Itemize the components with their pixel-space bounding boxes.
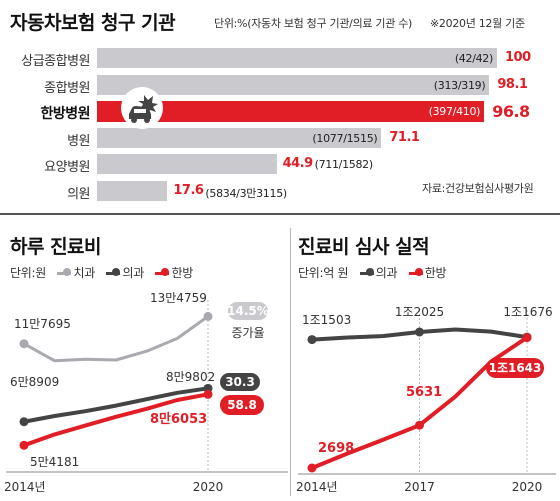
bar-category-label: 종합병원: [44, 80, 90, 96]
rate-label: 증가율: [231, 326, 264, 340]
car-crash-icon: [120, 86, 164, 130]
legend-korean: 한방: [171, 266, 193, 280]
r-legend-korean-dot: [414, 268, 423, 276]
r-legend-medical-dot: [365, 268, 374, 276]
series-point: [415, 420, 424, 430]
left-chart-title: 하루 진료비: [10, 236, 102, 258]
section-divider: [0, 213, 560, 215]
rate-korean: 58.8: [227, 398, 257, 412]
label-medical-end: 1조1676: [503, 305, 552, 319]
x-tick-label: 2020: [193, 480, 224, 494]
bar-category-label: 상급종합병원: [21, 54, 90, 69]
bar: [97, 48, 497, 68]
label-korean-start: 2698: [318, 441, 354, 456]
source-note: 자료:건강보험심사평가원: [422, 182, 534, 195]
bar-category-label: 의원: [67, 186, 90, 202]
rate-dental-bg: [228, 302, 268, 320]
series-line-한방: [23, 392, 209, 448]
label-korean-end: 1조1643: [489, 361, 542, 375]
series-line-치과: [23, 315, 209, 363]
bar-category-label: 요양병원: [44, 160, 90, 175]
r-legend-korean: 한방: [424, 266, 447, 280]
legend-korean-dot: [161, 268, 170, 276]
vertical-divider: [290, 228, 291, 496]
bar-count-label: (42/42): [454, 52, 493, 65]
bar-category-label: 한방병원: [40, 106, 90, 122]
label-medical-end: 8만9802: [166, 370, 215, 384]
label-medical-start: 6만8909: [10, 375, 59, 389]
right-legend: 단위:억 원 의과 한방: [298, 264, 447, 281]
series-point: [522, 333, 532, 343]
series-end-point: [203, 311, 213, 321]
bar-category-label: 병원: [67, 133, 90, 149]
bar: [97, 101, 485, 122]
legend-dental: 치과: [73, 266, 95, 280]
series-point: [307, 463, 317, 473]
bar: [97, 154, 277, 174]
bar-count-label: (711/1582): [314, 158, 374, 171]
label-dental-end: 13만4759: [150, 291, 207, 305]
label-medical-start: 1조1503: [302, 313, 351, 327]
unit-note: 단위:%(자동차 보험 청구 기관/의료 기관 수): [214, 17, 413, 30]
legend-medical-dot: [112, 268, 121, 276]
label-korean-end: 8만6053: [150, 411, 207, 427]
series-start-point: [19, 417, 29, 427]
label-medical-mid: 1조2025: [395, 305, 444, 319]
x-tick-label: 2014년: [4, 480, 46, 494]
bar-count-label: (313/319): [433, 78, 486, 92]
bar-value-label: 98.1: [497, 76, 528, 92]
legend-dental-dot: [63, 268, 72, 276]
left-unit: 단위:원: [10, 266, 46, 280]
bar-value-label: 100: [505, 50, 531, 65]
series-start-point: [19, 440, 29, 450]
bar: [97, 180, 168, 201]
daily-cost-line-chart: 11만7695 13만4759 6만8909 8만9802 5만4181 8만6053 14…: [4, 291, 288, 494]
rate-korean-bg: [220, 395, 264, 415]
rate-medical-bg: [220, 373, 260, 391]
label-dental-start: 11만7695: [14, 317, 71, 331]
bar-value-label: 96.8: [492, 102, 530, 121]
x-tick-label: 2017: [404, 480, 435, 494]
bar-value-label: 44.9: [282, 156, 314, 171]
series-end-point: [203, 389, 213, 399]
top-chart-title: 자동차보험 청구 기관: [10, 12, 176, 34]
rate-medical: 30.3: [225, 375, 255, 389]
x-tick-label: 2020: [512, 480, 543, 494]
series-point: [307, 335, 317, 345]
label-korean-start: 5만4181: [30, 455, 79, 469]
bar-count-label: (5834/3만3115): [205, 186, 287, 200]
rate-dental: 14.5%: [227, 304, 269, 318]
label-korean-end-bg: [486, 358, 544, 378]
bar-count-label: (397/410): [428, 105, 481, 118]
bar-value-label: 17.6: [173, 182, 204, 198]
x-tick-label: 2014년: [296, 480, 338, 494]
date-note: ※2020년 12월 기준: [430, 17, 525, 30]
bar: [97, 74, 490, 95]
right-unit: 단위:억 원: [298, 266, 349, 280]
label-korean-mid: 5631: [406, 385, 442, 400]
bar-count-label: (1077/1515): [312, 131, 378, 145]
series-point: [415, 327, 424, 337]
left-legend: 단위:원 치과 의과 한방: [10, 264, 193, 281]
legend-medical: 의과: [122, 266, 144, 280]
series-start-point: [19, 339, 29, 349]
bar-value-label: 71.1: [389, 129, 420, 145]
bar: [97, 127, 382, 148]
r-legend-medical: 의과: [375, 266, 398, 280]
series-line-의과: [23, 386, 209, 424]
review-amount-line-chart: 1조1503 1조2025 1조1676 2698 5631 1조1643 2014년 201…: [296, 305, 556, 494]
right-chart-title: 진료비 심사 실적: [298, 236, 430, 258]
